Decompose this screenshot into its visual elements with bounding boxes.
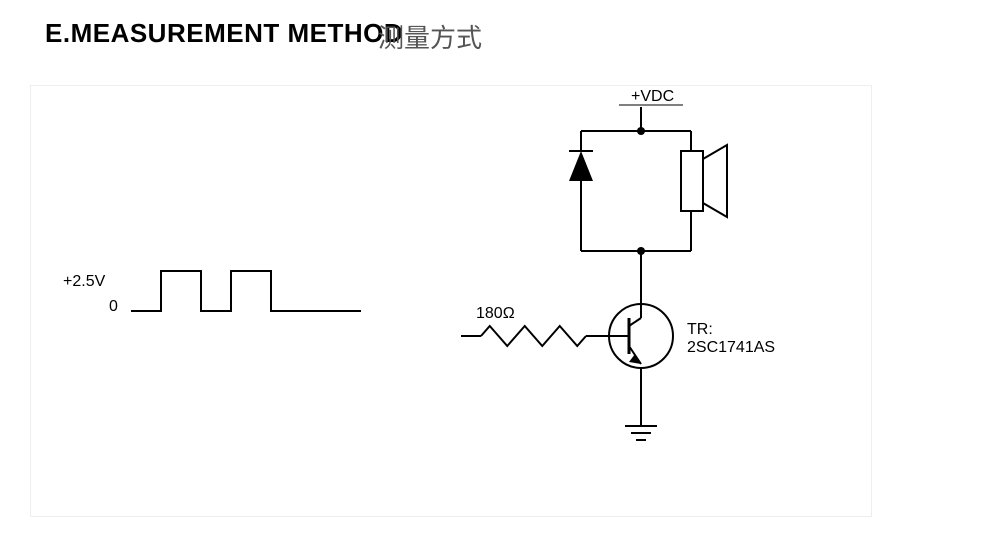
section-title-en: E.MEASUREMENT METHOD: [45, 18, 403, 49]
svg-text:0: 0: [109, 298, 118, 315]
svg-text:+VDC: +VDC: [631, 88, 674, 105]
svg-text:180Ω: 180Ω: [476, 305, 515, 322]
page: E.MEASUREMENT METHOD 测量方式 +2.5V0 +VDC 180Ω…: [0, 0, 1000, 541]
svg-text:TR:: TR:: [687, 321, 713, 338]
svg-text:+2.5V: +2.5V: [63, 273, 106, 290]
svg-text:2SC1741AS: 2SC1741AS: [687, 339, 775, 356]
diagram-area: +2.5V0 +VDC 180Ω TR:2SC1741AS: [30, 85, 872, 517]
section-title-cn: 测量方式: [378, 18, 482, 55]
circuit-diagram-svg: +2.5V0 +VDC 180Ω TR:2SC1741AS: [31, 86, 871, 516]
